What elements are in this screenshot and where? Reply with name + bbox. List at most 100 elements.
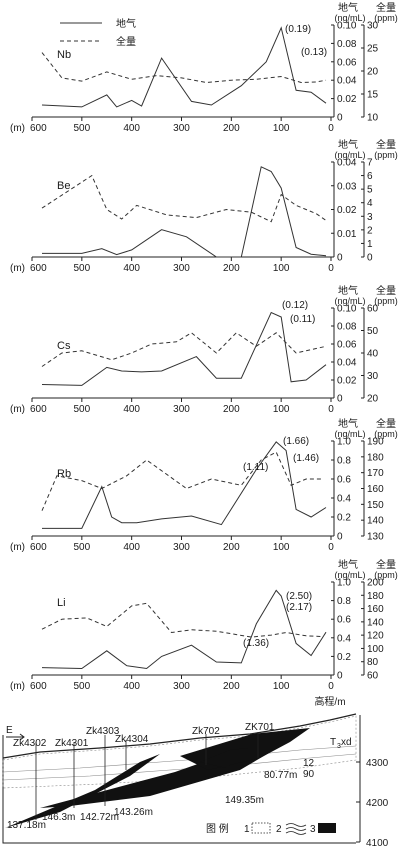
series-line-gas <box>41 589 327 670</box>
left-tick-label: 0.08 <box>337 322 357 333</box>
well-label: Zk4302 <box>13 738 47 749</box>
depth-label: 80.77m <box>264 770 297 781</box>
left-axis-unit: (ng/mL) <box>334 13 365 23</box>
left-tick-label: 0.8 <box>337 596 351 607</box>
chart-panel-li: (m) 600 500 400 300 200 100 00 0.2 0.4 0.6 0.8 1.0 60… <box>10 558 398 692</box>
ore-body <box>200 748 248 768</box>
right-tick-label: 130 <box>367 532 384 543</box>
section-legend-item: 2 <box>276 824 282 835</box>
left-axis-title: 地气 <box>338 284 358 297</box>
well-label: Zk702 <box>192 726 220 737</box>
left-tick-label: 0.06 <box>337 57 357 68</box>
left-tick-label: 0.2 <box>337 652 351 663</box>
data-annotation: (1.46) <box>293 453 319 464</box>
data-annotation: (0.19) <box>285 24 311 35</box>
left-tick-label: 0.06 <box>337 340 357 351</box>
left-tick-label: 0 <box>337 253 343 264</box>
x-tick-label: 0 <box>328 404 334 415</box>
right-axis-unit: (ppm) <box>374 150 398 160</box>
section-legend-item: 3 <box>310 824 316 835</box>
left-tick-label: 0.6 <box>337 615 351 626</box>
x-tick-label: 400 <box>123 404 140 415</box>
series-line-gas <box>42 166 327 258</box>
data-annotation: (1.36) <box>243 638 269 649</box>
left-tick-label: 0.04 <box>337 76 357 87</box>
depth-label: 137.18m <box>7 820 46 831</box>
x-tick-label: 200 <box>223 542 240 553</box>
x-tick-label: 0 <box>328 123 334 134</box>
left-tick-label: 0.02 <box>337 205 357 216</box>
right-tick-label: 40 <box>367 349 379 360</box>
left-axis-unit: (ng/mL) <box>334 150 365 160</box>
x-axis-unit: (m) <box>10 681 25 692</box>
series-line-total <box>41 174 327 223</box>
legend-pattern-strata <box>285 823 307 835</box>
legend-label-gas: 地气 <box>116 17 136 30</box>
left-tick-label: 0 <box>337 394 343 405</box>
left-tick-label: 1.0 <box>337 437 351 448</box>
left-tick-label: 0.08 <box>337 39 357 50</box>
data-annotation: (1.11) <box>243 462 268 473</box>
right-tick-label: 180 <box>367 452 384 463</box>
x-tick-label: 100 <box>273 681 290 692</box>
right-tick-label: 140 <box>367 516 384 527</box>
data-annotation: (1.66) <box>283 436 309 447</box>
x-tick-label: 400 <box>123 123 140 134</box>
left-tick-label: 0.04 <box>337 358 357 369</box>
chart-panel-rb: (m) 600 500 400 300 200 100 00 0.2 0.4 0.6 0.8 1.0 13… <box>10 417 398 553</box>
data-annotation: (0.11) <box>290 314 315 325</box>
x-tick-label: 500 <box>73 542 90 553</box>
right-tick-label: 25 <box>367 44 379 55</box>
right-tick-label: 100 <box>367 644 384 655</box>
right-tick-label: 140 <box>367 617 384 628</box>
left-axis-unit: (ng/mL) <box>334 570 365 580</box>
x-tick-label: 100 <box>273 263 290 274</box>
chart-panel-be: (m) 600 500 400 300 200 100 000.010.020.030.040… <box>10 138 398 274</box>
elevation-tick-label: 4300 <box>366 758 389 769</box>
section-label: 90 <box>303 769 315 780</box>
data-annotation: (2.50) <box>286 591 312 602</box>
x-tick-label: 100 <box>273 542 290 553</box>
right-tick-label: 50 <box>367 326 379 337</box>
right-axis-title: 全量 <box>376 138 396 151</box>
x-tick-label: 200 <box>223 681 240 692</box>
x-tick-label: 300 <box>173 263 190 274</box>
formation-label: 3 <box>337 743 341 750</box>
left-axis-title: 地气 <box>338 138 358 151</box>
x-tick-label: 0 <box>328 263 334 274</box>
element-label: Rb <box>57 468 71 480</box>
section-frame <box>2 735 356 844</box>
right-tick-label: 120 <box>367 631 384 642</box>
right-tick-label: 15 <box>367 90 379 101</box>
x-tick-label: 200 <box>223 263 240 274</box>
left-tick-label: 0.4 <box>337 494 351 505</box>
right-tick-label: 7 <box>367 158 373 169</box>
x-tick-label: 300 <box>173 542 190 553</box>
left-axis-unit: (ng/mL) <box>334 296 365 306</box>
right-axis-title: 全量 <box>376 417 396 430</box>
x-axis-unit: (m) <box>10 404 25 415</box>
x-tick-label: 0 <box>328 681 334 692</box>
left-tick-label: 0.4 <box>337 633 351 644</box>
x-tick-label: 400 <box>123 542 140 553</box>
right-tick-label: 3 <box>367 212 373 223</box>
right-tick-label: 80 <box>367 657 379 668</box>
left-tick-label: 0.10 <box>337 304 357 315</box>
right-tick-label: 30 <box>367 21 379 32</box>
left-tick-label: 1.0 <box>337 578 351 589</box>
series-line-gas <box>42 441 327 529</box>
right-axis-title: 全量 <box>376 1 396 14</box>
left-axis-unit: (ng/mL) <box>334 429 365 439</box>
right-tick-label: 20 <box>367 394 379 405</box>
depth-label: 143.26m <box>114 807 153 818</box>
x-axis-unit: (m) <box>10 263 25 274</box>
left-axis-title: 地气 <box>338 417 358 430</box>
strata-layer-upper <box>2 715 357 789</box>
element-label: Cs <box>57 340 71 352</box>
left-tick-label: 0.04 <box>337 158 357 169</box>
x-axis-unit: (m) <box>10 542 25 553</box>
well-label: Zk4304 <box>115 734 149 745</box>
x-tick-label: 100 <box>273 404 290 415</box>
ore-body <box>5 754 160 828</box>
